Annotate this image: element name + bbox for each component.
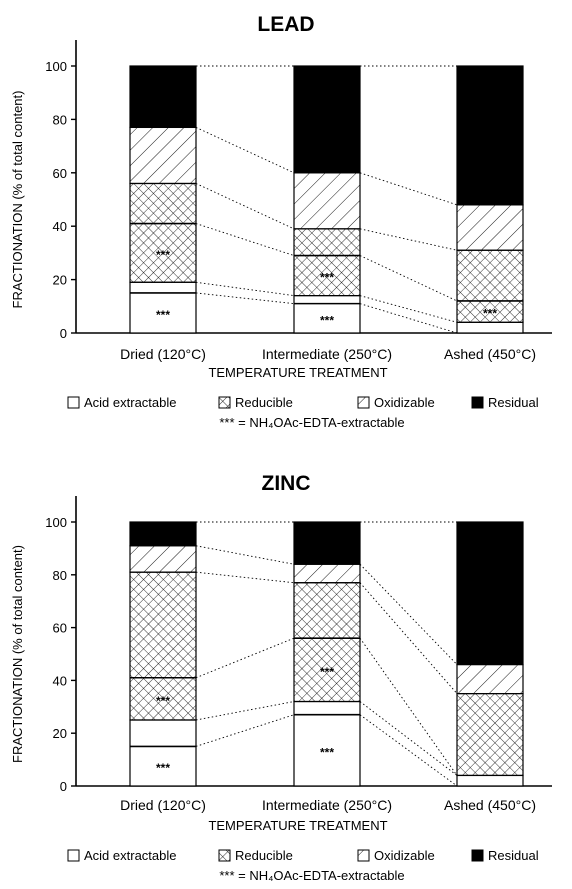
legend-label: Reducible	[235, 848, 293, 863]
connector-line	[359, 582, 458, 694]
legend-label: Residual	[488, 848, 539, 863]
legend-swatch	[218, 396, 231, 409]
legend-label: Reducible	[235, 395, 293, 410]
edta-marker: ***	[320, 745, 334, 759]
connector-line	[359, 255, 458, 302]
bar-segment-acid-extractable	[293, 295, 361, 334]
legend-label: Acid extractable	[84, 395, 177, 410]
chart-title: LEAD	[257, 13, 314, 36]
bar-segment-reducible	[129, 182, 197, 283]
x-axis-label: TEMPERATURE TREATMENT	[208, 818, 387, 833]
bar-segment-residual	[456, 521, 524, 666]
connector-line	[359, 172, 458, 206]
bar-segment-residual	[293, 521, 361, 565]
connector-line	[195, 637, 295, 679]
connector-line	[359, 563, 458, 665]
x-tick-label: Intermediate (250°C)	[262, 346, 392, 362]
bar-segment-acid-extractable	[456, 321, 524, 334]
bar-segment-reducible	[293, 228, 361, 297]
bar-segment-reducible	[129, 571, 197, 721]
chart-panel-lead: LEAD 0 20 40 60 80 100 FRACTIONATION (% of tota…	[10, 13, 552, 430]
legend-swatch	[357, 849, 370, 862]
edta-marker: ***	[156, 694, 170, 708]
x-tick-label: Ashed (450°C)	[444, 346, 536, 362]
connector-line	[195, 714, 295, 747]
y-tick-label: 100	[45, 515, 67, 530]
y-tick-label: 20	[53, 273, 67, 288]
legend-swatch	[471, 396, 484, 409]
edta-marker: ***	[320, 271, 334, 285]
connector-line	[359, 295, 458, 323]
legend-label: Acid extractable	[84, 848, 177, 863]
connector-line	[359, 701, 458, 776]
edta-marker: ***	[156, 761, 170, 775]
y-tick-label: 0	[60, 779, 67, 794]
y-tick-label: 20	[53, 726, 67, 741]
bar-segment-oxidizable	[293, 563, 361, 584]
bar-segment-oxidizable	[129, 126, 197, 185]
legend-label: Oxidizable	[374, 848, 435, 863]
bar-segment-oxidizable	[293, 172, 361, 230]
chart-title: ZINC	[262, 472, 311, 495]
bar-segment-reducible	[456, 692, 524, 777]
bar-segment-acid-extractable	[456, 774, 524, 787]
legend-note: *** = NH₄OAc-EDTA-extractable	[219, 415, 404, 430]
legend-label: Residual	[488, 395, 539, 410]
connector-line	[195, 701, 295, 721]
legend-swatch	[67, 849, 80, 862]
y-tick-label: 60	[53, 621, 67, 636]
connector-line	[195, 127, 295, 174]
edta-marker: ***	[156, 248, 170, 262]
edta-marker: ***	[320, 665, 334, 679]
y-axis-label: FRACTIONATION (% of total content)	[10, 91, 25, 309]
y-tick-label: 80	[53, 568, 67, 583]
bar-segment-oxidizable	[456, 663, 524, 695]
y-tick-label: 80	[53, 112, 67, 127]
y-tick-label: 40	[53, 219, 67, 234]
connector-line	[359, 637, 458, 776]
edta-marker: ***	[320, 313, 334, 327]
connector-line	[359, 714, 458, 787]
bar-segment-reducible	[456, 249, 524, 323]
connector-line	[359, 303, 458, 334]
legend-swatch	[471, 849, 484, 862]
bar-segment-residual	[129, 521, 197, 547]
legend-label: Oxidizable	[374, 395, 435, 410]
y-tick-label: 0	[60, 326, 67, 341]
x-tick-label: Dried (120°C)	[120, 797, 206, 813]
x-tick-label: Ashed (450°C)	[444, 797, 536, 813]
y-tick-label: 100	[45, 59, 67, 74]
connector-line	[195, 281, 295, 297]
bar-segment-oxidizable	[129, 545, 197, 573]
bar-segment-reducible	[293, 582, 361, 703]
connector-line	[195, 545, 295, 565]
legend-swatch	[218, 849, 231, 862]
connector-line	[359, 228, 458, 251]
connector-line	[195, 223, 295, 256]
connector-line	[195, 571, 295, 584]
x-tick-label: Dried (120°C)	[120, 346, 206, 362]
bar-segment-oxidizable	[456, 204, 524, 251]
bar-segment-residual	[129, 65, 197, 129]
edta-marker: ***	[156, 308, 170, 322]
bar-segment-acid-extractable	[129, 281, 197, 334]
edta-marker: ***	[483, 307, 497, 321]
x-axis-label: TEMPERATURE TREATMENT	[208, 365, 387, 380]
chart-panel-zinc: ZINC 0 20 40 60 80 100 FRACTIONATION (% of tota…	[10, 472, 552, 883]
legend-note: *** = NH₄OAc-EDTA-extractable	[219, 868, 404, 883]
y-tick-label: 60	[53, 166, 67, 181]
y-axis-label: FRACTIONATION (% of total content)	[10, 545, 25, 763]
legend-swatch	[67, 396, 80, 409]
bar-segment-residual	[293, 65, 361, 174]
bar-segment-residual	[456, 65, 524, 206]
bar-segment-acid-extractable	[293, 700, 361, 787]
legend-swatch	[357, 396, 370, 409]
connector-line	[195, 183, 295, 230]
bar-segment-acid-extractable	[129, 719, 197, 787]
connector-line	[195, 292, 295, 305]
x-tick-label: Intermediate (250°C)	[262, 797, 392, 813]
y-tick-label: 40	[53, 673, 67, 688]
